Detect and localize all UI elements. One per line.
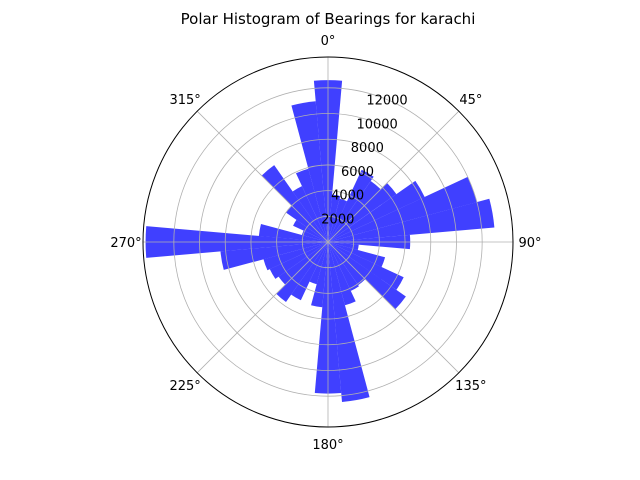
- radial-tick-labels: 2000 4000 6000 8000 10000 12000: [321, 94, 407, 228]
- theta-tick-label-270: 270°: [110, 236, 141, 251]
- bar-230deg: [278, 242, 328, 285]
- bar-300deg: [293, 219, 328, 242]
- polar-frame: [142, 56, 514, 428]
- bar-190deg: [311, 242, 328, 308]
- angular-tick-labels: 0° 45° 90° 135° 180° 225° 270° 315°: [110, 34, 541, 453]
- bar-170deg: [328, 242, 370, 402]
- bar-20deg: [328, 198, 347, 242]
- bar-80deg: [328, 198, 495, 242]
- r-tick-label-4000: 4000: [331, 189, 364, 204]
- bar-110deg: [328, 242, 386, 267]
- grid-layer: [143, 57, 513, 427]
- bar-330deg: [292, 186, 328, 242]
- chart-title: Polar Histogram of Bearings for karachi: [181, 10, 476, 28]
- theta-tick-label-225: 225°: [169, 379, 200, 394]
- r-tick-label-12000: 12000: [366, 94, 407, 109]
- bar-290deg: [301, 230, 328, 242]
- grid-spoke-45deg: [327, 110, 460, 243]
- grid-spoke-315deg: [196, 110, 329, 243]
- bar-140deg: [328, 242, 366, 286]
- bar-100deg: [328, 242, 359, 250]
- theta-tick-label-180: 180°: [312, 438, 343, 453]
- bar-260deg: [220, 242, 328, 270]
- grid-spoke-225deg: [196, 241, 329, 374]
- theta-tick-label-135: 135°: [455, 379, 486, 394]
- bar-310deg: [285, 205, 328, 242]
- bar-160deg: [328, 242, 356, 306]
- bar-280deg: [258, 224, 328, 242]
- bar-70deg: [328, 176, 477, 242]
- bar-30deg: [328, 169, 374, 242]
- bar-50deg: [328, 182, 397, 242]
- r-tick-label-2000: 2000: [321, 212, 354, 227]
- bar-200deg: [309, 242, 328, 285]
- bar-60deg: [328, 180, 425, 242]
- bar-220deg: [276, 242, 328, 302]
- r-tick-label-10000: 10000: [356, 117, 397, 132]
- bar-120deg: [328, 242, 404, 290]
- bar-350deg: [291, 101, 328, 242]
- bar-40deg: [328, 180, 381, 242]
- bar-150deg: [328, 242, 359, 291]
- r-tick-label-8000: 8000: [351, 141, 384, 156]
- theta-tick-label-315: 315°: [169, 93, 200, 108]
- r-tick-label-6000: 6000: [341, 165, 374, 180]
- bar-340deg: [295, 168, 328, 242]
- bar-10deg: [328, 194, 341, 242]
- bar-250deg: [263, 242, 328, 271]
- theta-tick-label-90: 90°: [518, 236, 541, 251]
- grid-spoke-135deg: [327, 241, 460, 374]
- theta-tick-label-45: 45°: [459, 93, 482, 108]
- theta-tick-label-0: 0°: [321, 34, 336, 49]
